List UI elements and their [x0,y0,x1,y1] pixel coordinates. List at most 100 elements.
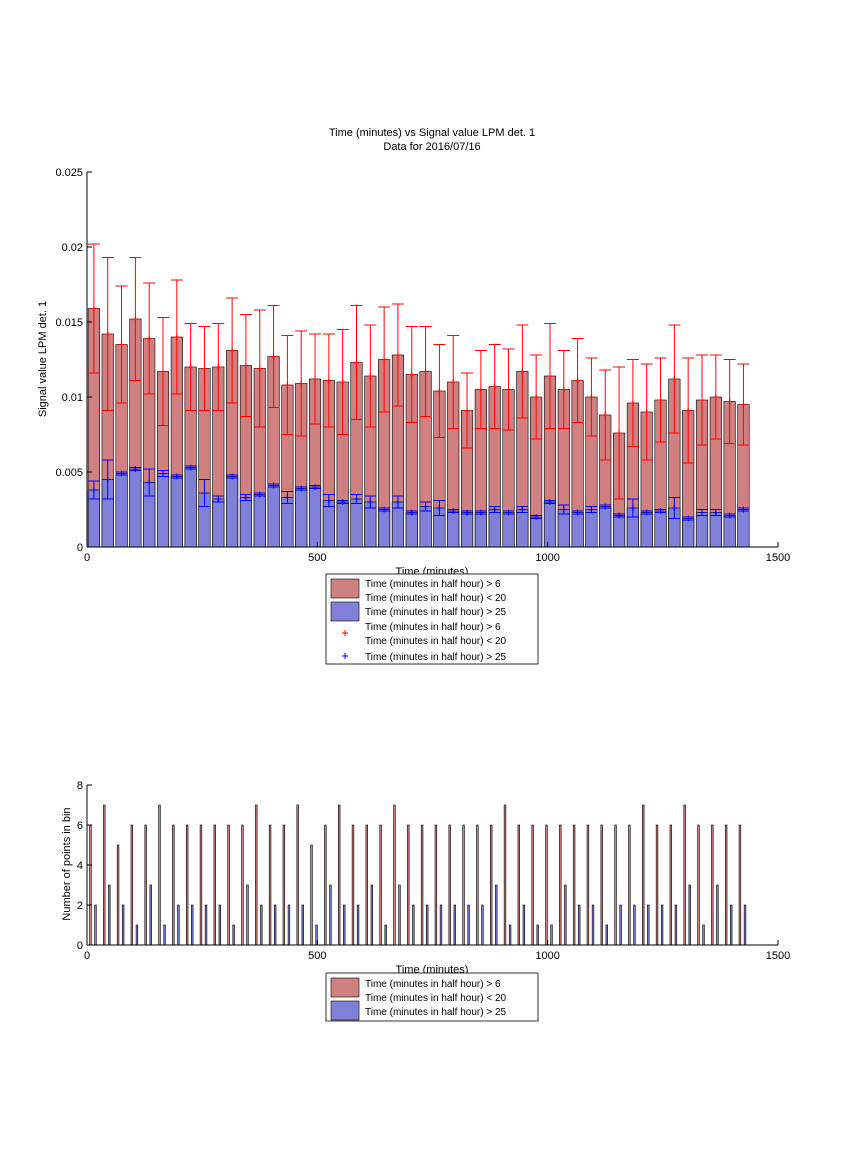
signal-errorbar-mid [474,350,487,429]
signal-errorbar-late [336,499,349,505]
count-bar-mid [89,824,92,946]
legend-patch-mid [330,578,360,599]
count-bar-mid [476,824,479,946]
signal-errorbar-mid [488,344,501,429]
signal-errorbar-late [502,509,515,516]
count-bar-late [425,904,429,946]
signal-errorbar-late [723,512,736,519]
signal-errorbar-late [695,509,708,516]
signal-x-tick-label: 500 [308,552,326,564]
signal-x-tick-label: 1000 [535,552,559,564]
legend-label-mid-2: Time (minutes in half hour) < 20 [365,593,507,604]
count-x-tick-label: 1000 [535,950,559,962]
signal-bar-late [253,494,266,548]
count-bar-late [481,904,484,946]
signal-errorbar-late [447,508,460,514]
count-bar-late [564,884,567,946]
count-bar-late [453,904,456,946]
signal-errorbar-late [198,479,211,507]
signal-errorbar-mid [226,297,239,404]
signal-errorbar-mid [613,366,626,500]
count-y-tick-label: 4 [77,860,83,872]
signal-chart-subtitle: Data for 2016/07/16 [383,141,480,153]
count-legend-label-mid-1: Time (minutes in half hour) > 6 [365,979,501,990]
signal-bar-late [226,476,239,548]
signal-errorbar-mid [267,305,280,408]
signal-errorbar-mid [737,363,750,446]
signal-axes: 0 500 1000 1500 0 0.005 0.01 0.015 0.02 0.025 [55,167,790,564]
count-y-axis-label: Number of points in bin [61,807,73,920]
count-y-tick-label: 0 [77,940,83,952]
signal-errorbar-mid [336,329,349,435]
signal-errorbar-mid [668,324,681,434]
signal-errorbar-late [585,506,598,513]
signal-errorbar-mid [170,279,183,395]
signal-errorbar-mid [309,333,322,425]
signal-errorbar-mid [184,323,197,411]
count-bar-late [370,884,374,946]
signal-bar-late [516,509,529,548]
signal-bar-late [212,498,225,548]
signal-bar-late [267,485,280,548]
count-bar-late [536,924,539,946]
signal-errorbar-late [239,494,252,501]
count-bar-late [301,904,304,946]
count-bar-mid [490,824,493,946]
count-bar-late [163,924,166,946]
signal-errorbar-late [433,500,446,516]
signal-errorbar-mid [709,354,722,440]
count-bar-late [467,904,470,946]
count-bar-mid [255,804,258,946]
count-bar-mid [462,824,465,946]
signal-errorbar-late [599,503,612,510]
count-bar-late [260,904,263,946]
signal-errorbar-mid [391,303,404,407]
count-bar-late [191,904,194,946]
signal-errorbar-mid [502,348,515,431]
count-bar-late [522,904,526,946]
count-bars [89,804,747,946]
signal-errorbar-mid [461,372,474,449]
signal-errorbar-late [143,468,156,497]
count-bar-mid [669,824,673,946]
signal-errorbar-mid [198,326,211,411]
signal-bar-late [460,512,474,548]
legend-label-late: Time (minutes in half hour) > 25 [365,607,507,618]
count-bar-mid [434,824,438,946]
count-legend: Time (minutes in half hour) > 6 Time (mi… [325,972,539,1022]
signal-bar-late [640,512,653,548]
signal-errorbar-mid [239,314,252,417]
signal-errorbar-late [115,470,128,477]
count-bar-mid [185,824,189,946]
signal-errorbar-late [378,506,391,513]
signal-bar-late [530,516,543,548]
legend-label-mid-1: Time (minutes in half hour) > 6 [365,579,501,590]
count-axes: 0 500 1000 1500 0 2 4 6 8 [77,780,790,962]
signal-bar-late [543,501,557,548]
signal-bar-late [571,512,584,548]
signal-y-tick-label: 0.005 [55,467,83,479]
signal-errorbar-late [530,514,543,520]
signal-errorbar-late [488,506,501,513]
count-bar-late [578,904,581,946]
signal-errorbar-mid [433,344,446,438]
count-bar-late [218,904,222,946]
count-bar-mid [158,804,161,946]
signal-bar-late [447,510,460,548]
signal-bar-late [502,512,515,548]
count-legend-patch-mid [330,977,360,998]
signal-errorbar-late [516,506,529,513]
count-bar-mid [172,824,175,946]
count-bar-late [702,924,705,946]
count-bar-mid [517,824,521,946]
signal-errorbar-late [668,497,681,519]
count-bar-late [329,884,332,946]
signal-bar-late [129,468,142,548]
count-bar-late [135,924,139,946]
signal-bar-late [737,509,750,548]
count-bar-late [108,884,111,946]
signal-errorbar-late [613,512,626,519]
signal-chart-title: Time (minutes) vs Signal value LPM det. … [329,127,535,139]
signal-errorbar-late [295,485,308,492]
